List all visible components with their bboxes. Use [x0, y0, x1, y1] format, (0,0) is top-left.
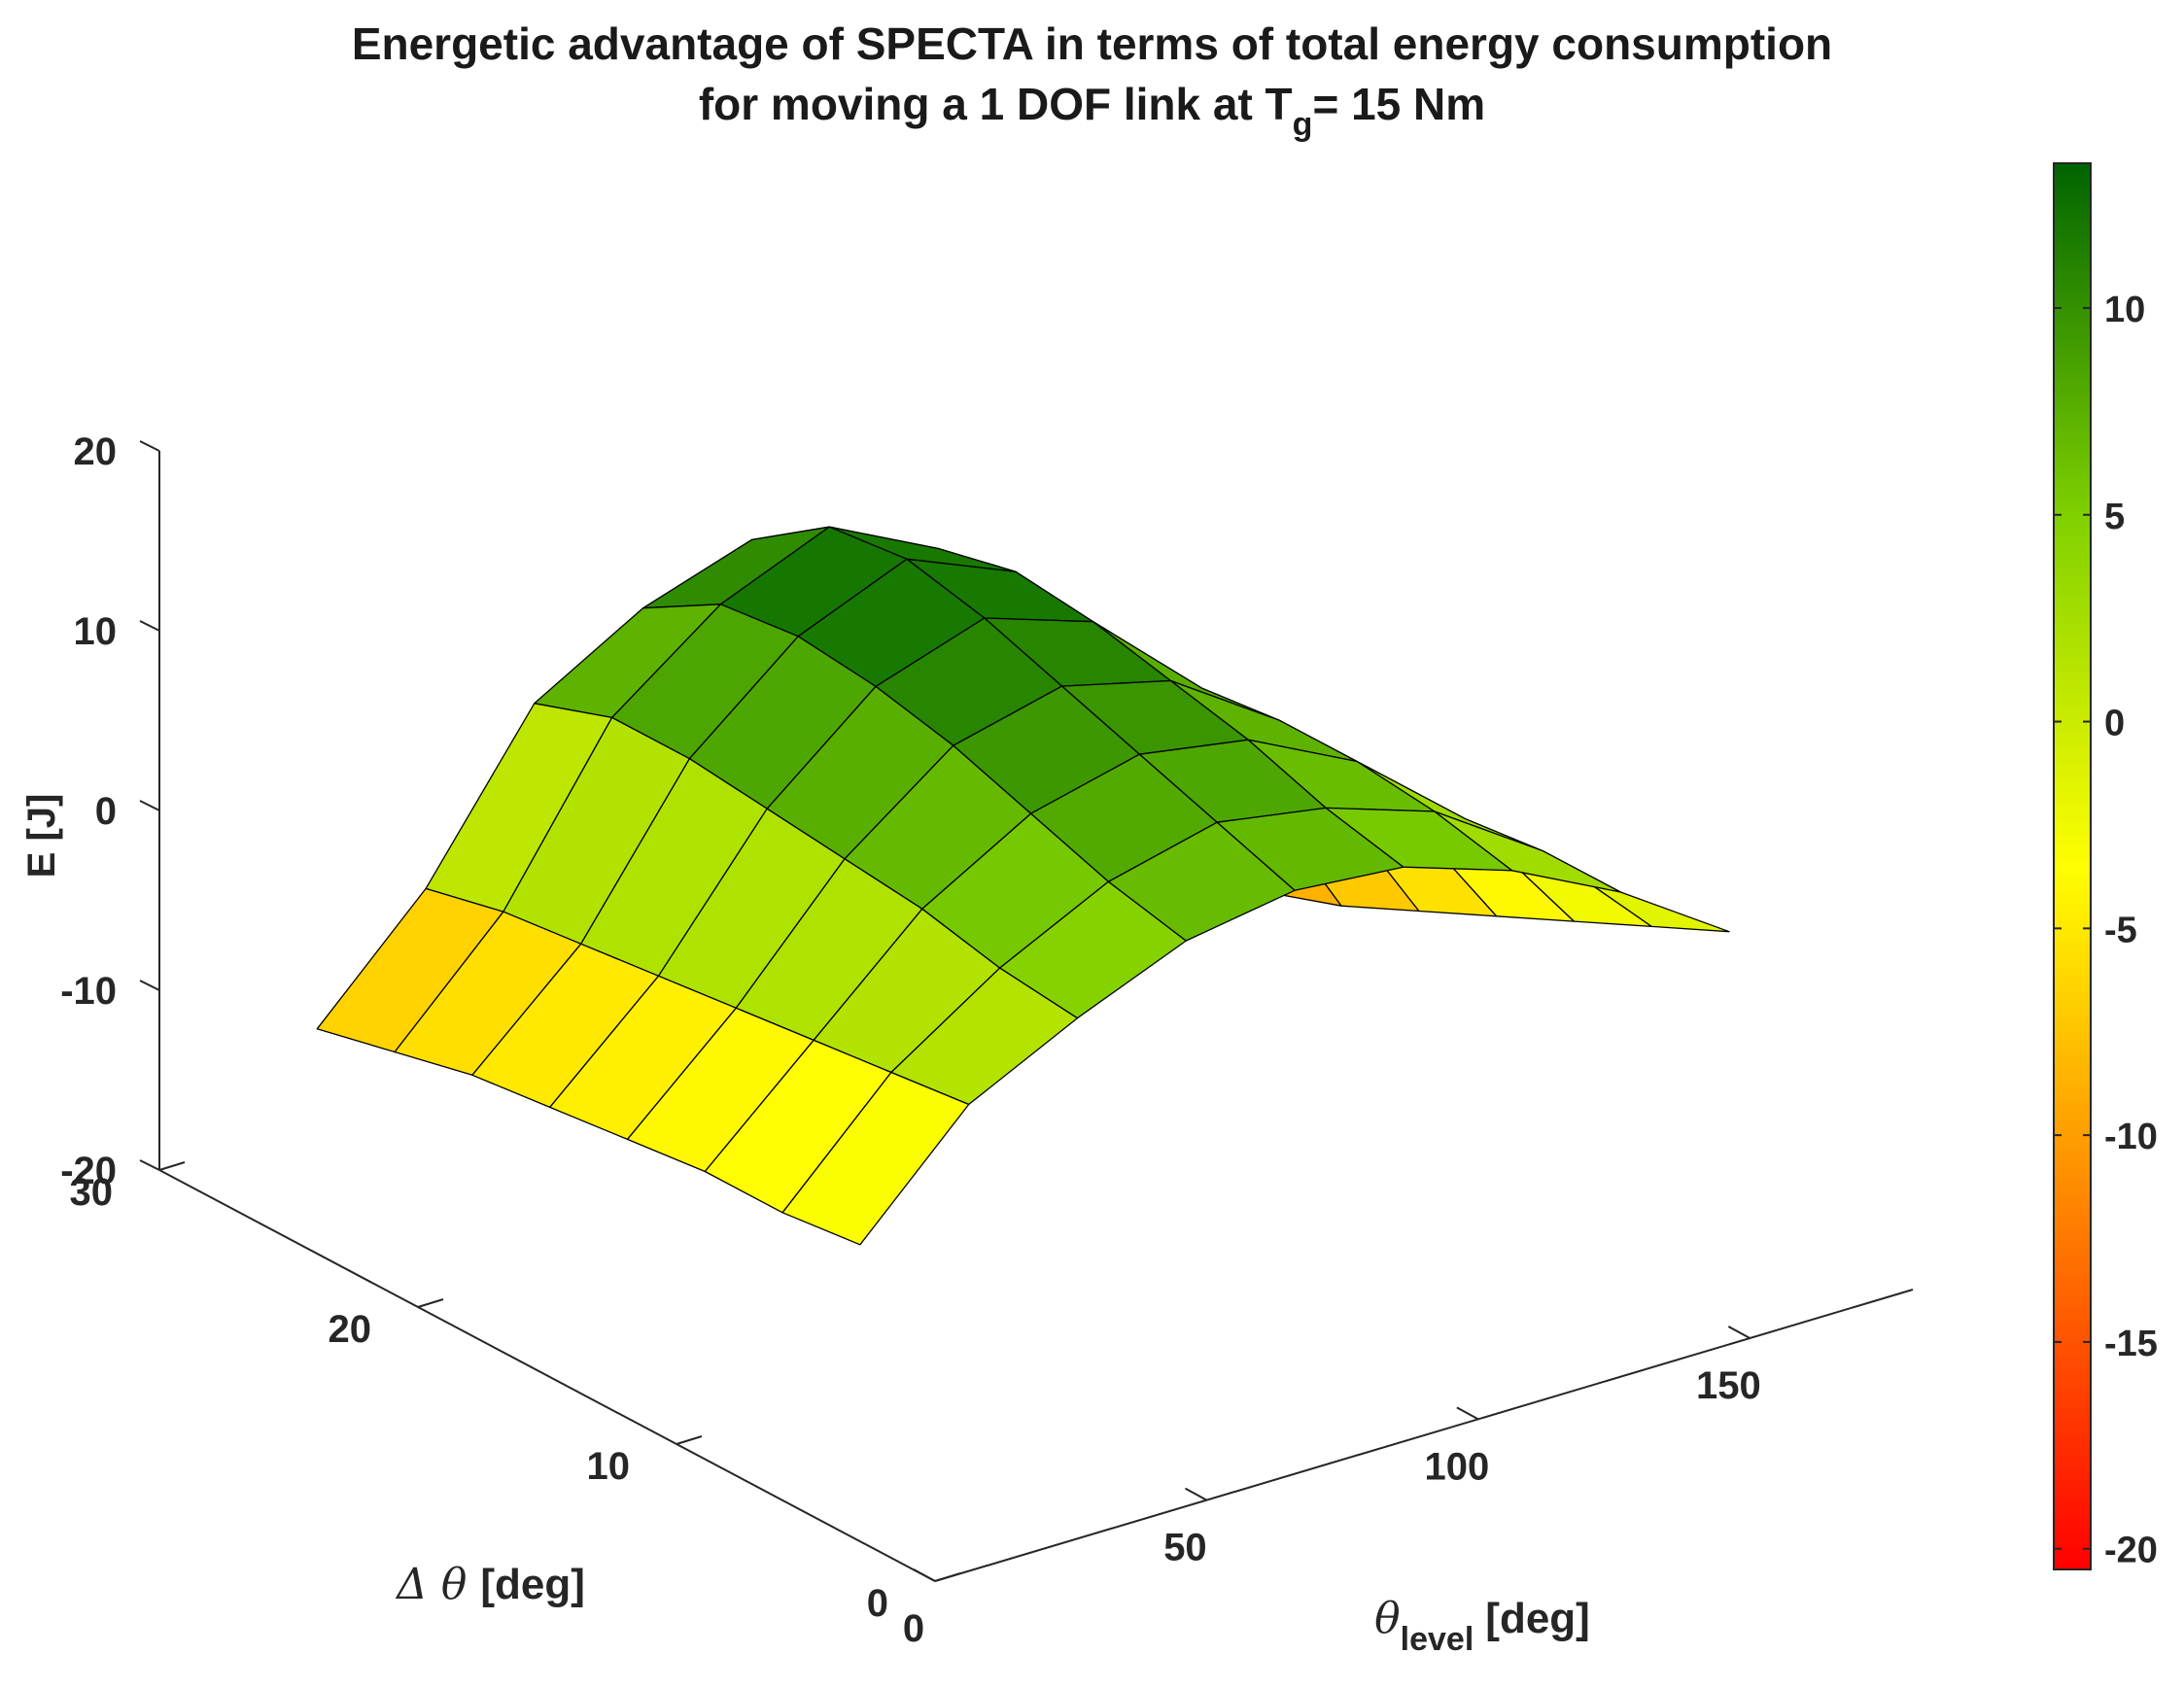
chart-title-line2: for moving a 1 DOF link at Tg= 15 Nm: [0, 78, 2184, 144]
title-suffix: = 15 Nm: [1312, 79, 1486, 129]
colorbar-tick-label: 5: [2104, 497, 2125, 537]
y-tick-label: 0: [867, 1582, 888, 1625]
x-tick: [913, 1568, 936, 1582]
colorbar-tick-label: 0: [2104, 704, 2125, 744]
y-axis-label: Δ θ [deg]: [395, 1560, 585, 1609]
title-prefix: for moving a 1 DOF link at T: [698, 79, 1293, 129]
colorbar-tick-label: -10: [2104, 1117, 2158, 1157]
y-tick: [158, 1161, 186, 1171]
y-tick-label: 30: [70, 1171, 114, 1214]
x-axis-subscript: level: [1401, 1621, 1474, 1658]
title-subscript: g: [1292, 106, 1313, 143]
x-tick-label: 100: [1425, 1445, 1490, 1488]
colorbar-tick-label: -20: [2104, 1531, 2158, 1571]
x-tick: [1184, 1487, 1207, 1501]
y-tick-label: 20: [329, 1308, 372, 1351]
x-axis-line: [934, 1289, 1914, 1582]
axis-labels: E [J] Δ θ [deg] θlevel [deg]: [20, 794, 1590, 1658]
x-tick: [1456, 1406, 1479, 1421]
z-tick: [139, 980, 160, 991]
y-tick-label: 10: [587, 1445, 631, 1488]
x-axis-unit: [deg]: [1485, 1595, 1590, 1642]
z-tick: [139, 620, 160, 632]
x-tick-label: 150: [1696, 1364, 1761, 1407]
surface-layer: [316, 526, 1730, 1246]
y-tick: [676, 1435, 703, 1445]
chart-title-line1: Energetic advantage of SPECTA in terms o…: [351, 18, 1833, 69]
y-tick: [417, 1298, 444, 1308]
x-axis-label: θlevel [deg]: [1374, 1594, 1590, 1658]
y-tick: [934, 1572, 961, 1582]
x-tick: [1727, 1326, 1751, 1339]
z-tick-label: 0: [95, 790, 117, 833]
y-axis-unit: [deg]: [480, 1561, 585, 1608]
z-tick-label: -10: [60, 970, 117, 1013]
colorbar: 10 5 0 -5 -10 -15 -20: [2053, 162, 2158, 1571]
colorbar-tick-label: -5: [2104, 910, 2137, 950]
colorbar-gradient: [2053, 162, 2092, 1570]
z-tick: [139, 1159, 160, 1171]
colorbar-tick-label: -15: [2104, 1324, 2158, 1364]
x-axis-symbol: θ: [1374, 1594, 1401, 1643]
z-tick: [139, 440, 160, 452]
y-axis-line: [158, 1169, 936, 1582]
y-axis-symbol: Δ θ: [395, 1560, 467, 1609]
x-tick-label: 0: [903, 1607, 924, 1650]
colorbar-tick-label: 10: [2104, 290, 2145, 330]
z-tick: [139, 800, 160, 811]
z-tick-label: 10: [74, 610, 118, 653]
surface-patch: [781, 1071, 970, 1246]
x-tick-label: 50: [1163, 1527, 1207, 1569]
z-tick-label: 20: [74, 431, 118, 473]
z-tick-label: -20: [60, 1150, 117, 1192]
z-axis-label: E [J]: [20, 794, 63, 878]
